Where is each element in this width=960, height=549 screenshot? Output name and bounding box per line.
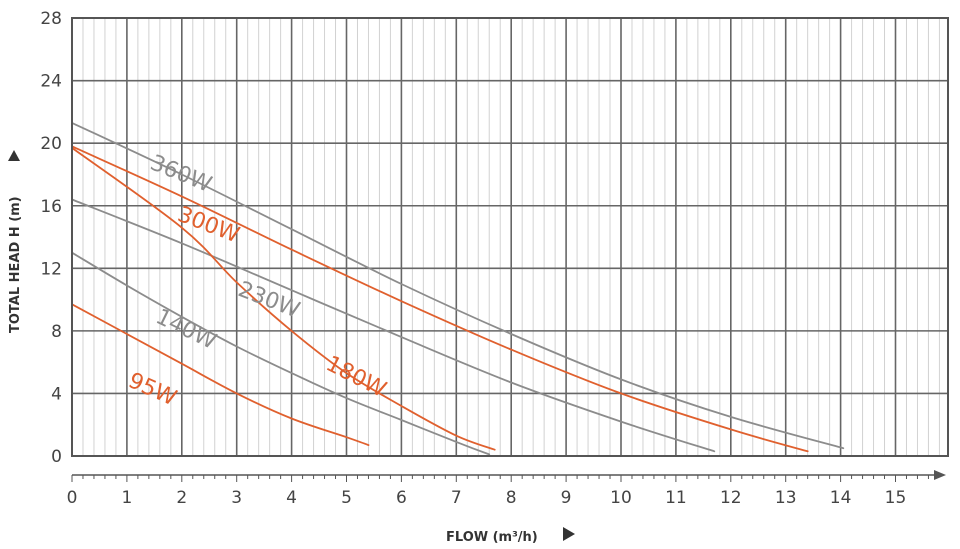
x-tick-label: 0 [67, 488, 78, 508]
minor-grid [82, 18, 940, 456]
y-axis-title-arrow-icon [8, 150, 20, 161]
series-line-360w [71, 122, 845, 450]
x-axis-title-arrow-icon [563, 527, 575, 541]
series-label-360w: 360W [147, 151, 216, 198]
series-line-300w [71, 145, 809, 453]
x-tick-labels: 0 1 2 3 4 5 6 7 8 9 10 11 12 13 14 15 [67, 488, 907, 508]
major-grid [72, 18, 948, 456]
y-tick-label: 28 [40, 9, 62, 29]
y-axis-title: TOTAL HEAD H (m) [8, 150, 23, 333]
x-axis [71, 470, 946, 482]
x-axis-title: FLOW (m³/h) [446, 527, 575, 545]
x-tick-label: 13 [775, 488, 797, 508]
x-tick-label: 3 [231, 488, 242, 508]
series-lines [71, 122, 845, 456]
y-tick-labels: 0 4 8 12 16 20 24 28 [40, 9, 62, 467]
y-tick-label: 20 [40, 134, 62, 154]
x-tick-label: 10 [610, 488, 632, 508]
series-line-230w [71, 198, 716, 453]
y-tick-label: 0 [51, 447, 62, 467]
series-line-95w [71, 303, 370, 446]
x-tick-label: 1 [121, 488, 132, 508]
x-tick-label: 8 [506, 488, 517, 508]
series-line-180w [71, 147, 496, 451]
x-tick-label: 14 [830, 488, 852, 508]
x-tick-label: 15 [885, 488, 907, 508]
x-tick-label: 2 [176, 488, 187, 508]
series-label-230w: 230W [235, 277, 304, 323]
x-tick-label: 12 [720, 488, 742, 508]
x-tick-label: 6 [396, 488, 407, 508]
x-axis-arrow-icon [934, 470, 946, 480]
x-axis-label: FLOW (m³/h) [446, 530, 538, 545]
y-tick-label: 12 [40, 259, 62, 279]
y-tick-label: 4 [51, 384, 62, 404]
y-tick-label: 24 [40, 72, 62, 92]
x-tick-label: 4 [286, 488, 297, 508]
x-tick-label: 11 [665, 488, 687, 508]
x-tick-label: 7 [451, 488, 462, 508]
y-tick-label: 8 [51, 322, 62, 342]
series-label-95w: 95W [124, 368, 180, 411]
plot-border [71, 17, 949, 457]
y-axis-label: TOTAL HEAD H (m) [8, 196, 23, 333]
x-tick-label: 9 [561, 488, 572, 508]
series-line-140w [71, 251, 491, 456]
y-tick-label: 16 [40, 197, 62, 217]
series-label-140w: 140W [152, 304, 220, 355]
x-tick-label: 5 [341, 488, 352, 508]
